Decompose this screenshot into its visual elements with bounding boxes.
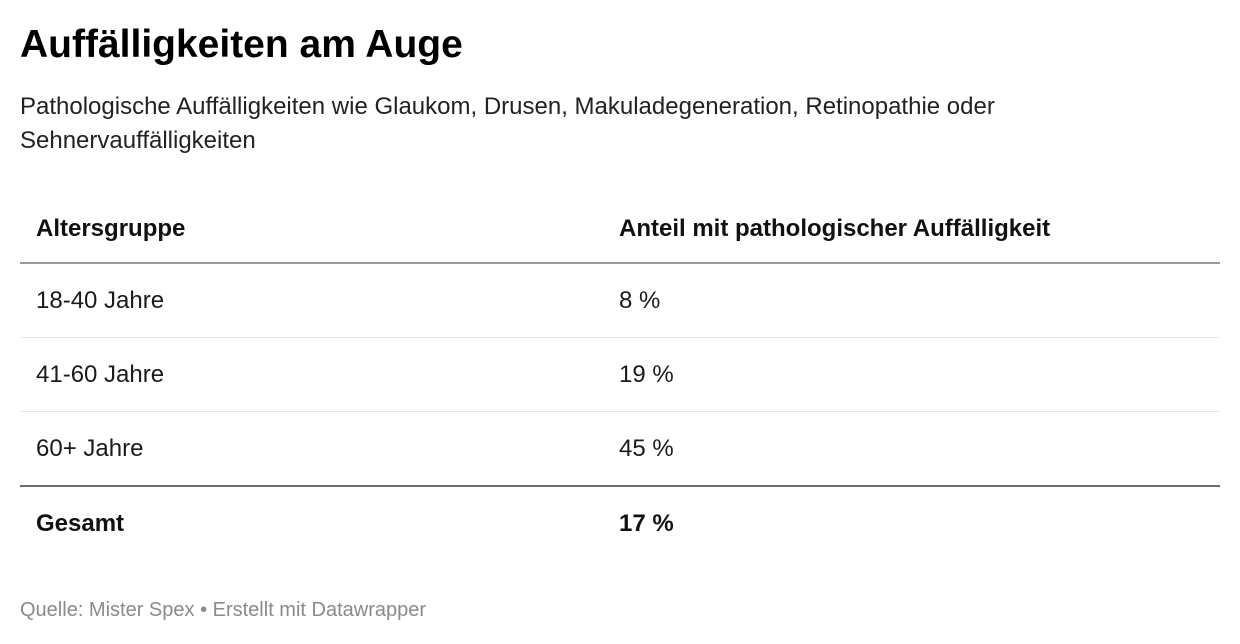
- table-row: 60+ Jahre 45 %: [20, 411, 1220, 487]
- cell-age-group: 18-40 Jahre: [20, 263, 603, 338]
- table-header-row: Altersgruppe Anteil mit pathologischer A…: [20, 196, 1220, 264]
- column-header-anteil: Anteil mit pathologischer Auffälligkeit: [603, 196, 1220, 264]
- cell-age-group: 60+ Jahre: [20, 411, 603, 487]
- table-row: 18-40 Jahre 8 %: [20, 263, 1220, 338]
- cell-share: 19 %: [603, 337, 1220, 412]
- data-table: Altersgruppe Anteil mit pathologischer A…: [20, 196, 1220, 561]
- cell-total-label: Gesamt: [36, 510, 125, 537]
- table-row: 41-60 Jahre 19 %: [20, 337, 1220, 412]
- cell-share: 8 %: [603, 263, 1220, 338]
- table-total-row: Gesamt 17 %: [20, 486, 1220, 561]
- column-header-altersgruppe: Altersgruppe: [20, 196, 603, 264]
- cell-total-value: 17 %: [619, 510, 674, 537]
- source-footer: Quelle: Mister Spex • Erstellt mit Dataw…: [20, 599, 427, 621]
- chart-title: Auffälligkeiten am Auge: [20, 23, 463, 66]
- cell-share: 45 %: [603, 411, 1220, 487]
- chart-subtitle: Pathologische Auffälligkeiten wie Glauko…: [20, 93, 995, 154]
- cell-age-group: 41-60 Jahre: [20, 337, 603, 412]
